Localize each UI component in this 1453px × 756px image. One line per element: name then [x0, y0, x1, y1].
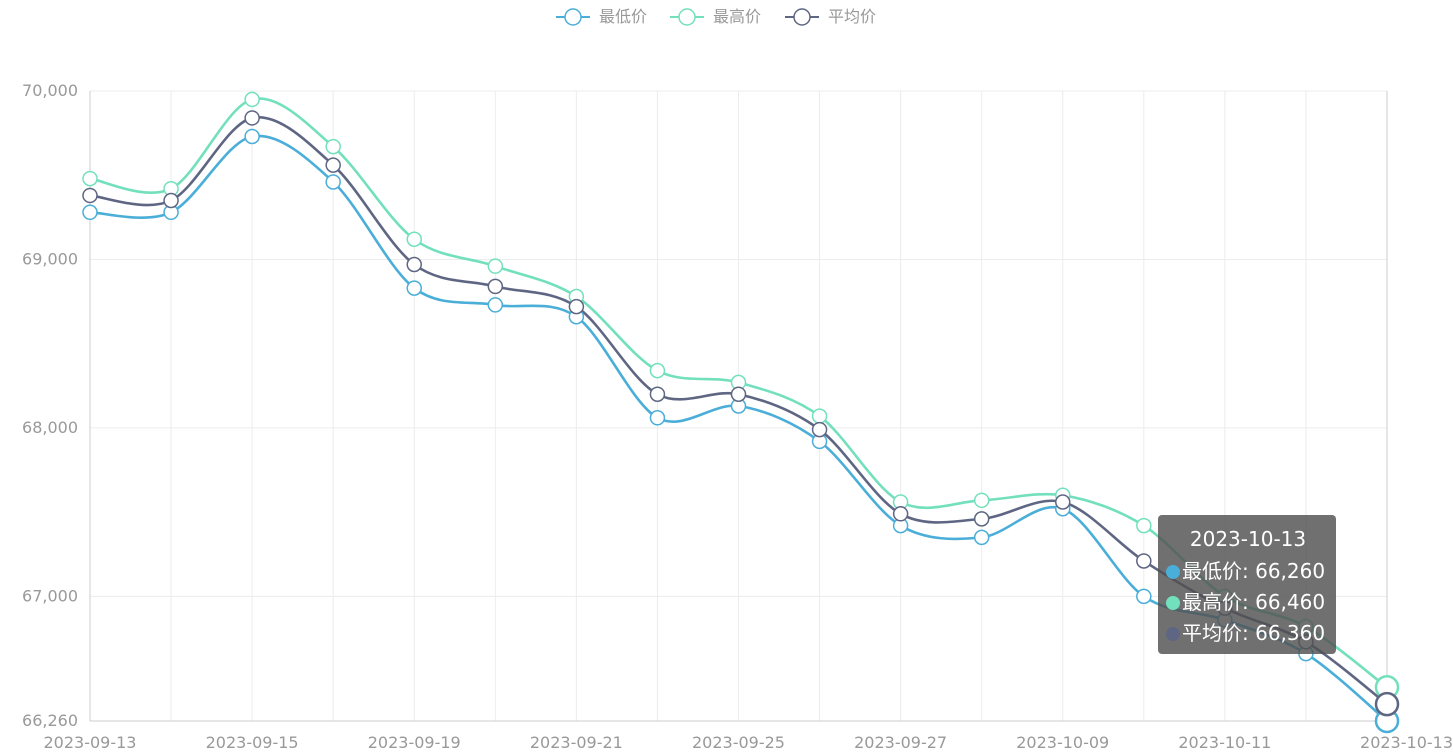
x-tick-label: 2023-09-21 [530, 733, 623, 752]
data-point-high[interactable] [82, 170, 98, 187]
data-point-high[interactable] [325, 138, 341, 155]
y-tick-label: 66,260 [22, 711, 78, 730]
legend-marker-icon [564, 8, 582, 26]
data-point-avg[interactable] [1055, 494, 1071, 510]
data-point-low[interactable] [1136, 588, 1152, 605]
tooltip-dot-high [1166, 595, 1180, 610]
data-point-high[interactable] [406, 231, 422, 247]
tooltip-label-high: 最高价: 66,460 [1182, 590, 1326, 614]
data-point-avg[interactable] [244, 110, 260, 126]
y-tick-label: 70,000 [22, 81, 78, 100]
legend-label: 最低价 [599, 7, 647, 26]
x-tick-label: 2023-09-15 [206, 733, 299, 752]
legend-label: 平均价 [828, 7, 876, 26]
y-tick-label: 67,000 [22, 586, 78, 605]
data-point-avg[interactable] [568, 298, 585, 315]
data-point-avg[interactable] [1136, 553, 1152, 569]
legend-label: 最高价 [713, 7, 761, 26]
data-point-low[interactable] [244, 128, 260, 145]
x-tick-label: 2023-09-13 [44, 733, 137, 752]
x-tick-label: 2023-10-11 [1178, 733, 1271, 752]
data-point-avg[interactable] [406, 256, 422, 273]
data-point-avg[interactable] [1374, 691, 1400, 717]
data-point-avg[interactable] [973, 511, 990, 527]
data-point-low[interactable] [973, 529, 990, 546]
chart-axes: 66,260 67,000 68,000 69,000 70,000 2023-09-13… [22, 81, 1453, 752]
data-tooltip: 2023-10-13 最低价: 66,260 最高价: 66,460 平均价: … [1158, 515, 1336, 654]
tooltip-row-low: 最低价: 66,260 [1166, 556, 1330, 587]
legend-marker-icon [678, 8, 696, 26]
data-point-low[interactable] [325, 174, 341, 190]
y-tick-label: 69,000 [22, 249, 78, 268]
data-point-avg[interactable] [325, 157, 341, 173]
data-point-low[interactable] [82, 204, 98, 221]
tooltip-title: 2023-10-13 [1189, 527, 1307, 551]
data-point-avg[interactable] [649, 386, 666, 402]
data-point-high[interactable] [649, 362, 666, 379]
tooltip-label-avg: 平均价: 66,360 [1182, 621, 1326, 645]
data-point-avg[interactable] [730, 386, 747, 402]
data-point-avg[interactable] [811, 421, 828, 438]
series-points [82, 91, 1400, 734]
x-tick-label: 2023-10-13 [1360, 733, 1453, 752]
data-point-high[interactable] [973, 492, 990, 509]
tooltip-row-high: 最高价: 66,460 [1166, 587, 1330, 618]
data-point-low[interactable] [487, 297, 504, 313]
legend-marker-icon [793, 8, 811, 26]
legend-item-low[interactable]: 最低价 [556, 7, 647, 26]
data-point-high[interactable] [1136, 517, 1152, 534]
legend-item-high[interactable]: 最高价 [670, 7, 761, 26]
legend-item-avg[interactable]: 平均价 [785, 7, 876, 26]
data-point-low[interactable] [649, 410, 666, 426]
tooltip-dot-avg [1166, 626, 1180, 641]
x-tick-label: 2023-09-25 [692, 733, 785, 752]
tooltip-label-low: 最低价: 66,260 [1182, 559, 1326, 583]
x-tick-label: 2023-10-09 [1016, 733, 1109, 752]
x-tick-label: 2023-09-19 [368, 733, 461, 752]
data-point-high[interactable] [244, 91, 260, 108]
data-point-avg[interactable] [487, 278, 504, 295]
tooltip-dot-low [1166, 564, 1180, 579]
data-point-avg[interactable] [892, 506, 909, 522]
data-point-high[interactable] [487, 258, 504, 274]
data-point-avg[interactable] [82, 187, 98, 204]
legend: 最低价 最高价 平均价 [556, 7, 876, 26]
tooltip-row-avg: 平均价: 66,360 [1166, 618, 1330, 649]
data-point-high[interactable] [811, 408, 828, 424]
y-tick-label: 68,000 [22, 418, 78, 437]
x-tick-label: 2023-09-27 [854, 733, 947, 752]
data-point-low[interactable] [406, 280, 422, 296]
data-point-avg[interactable] [163, 192, 179, 209]
